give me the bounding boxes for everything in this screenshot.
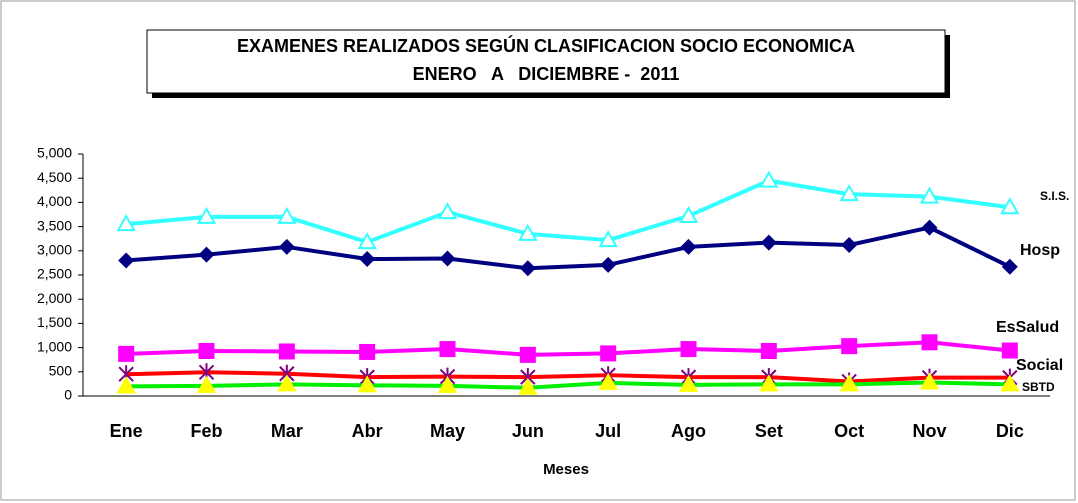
marker <box>278 343 295 360</box>
marker <box>357 375 377 393</box>
series-label: Social <box>1016 357 1063 374</box>
y-tick-label: 4,500 <box>37 169 72 185</box>
marker <box>759 374 779 392</box>
marker <box>359 343 376 360</box>
marker <box>1000 197 1020 215</box>
y-tick-label: 4,000 <box>37 193 72 209</box>
x-tick-label: Feb <box>190 421 222 441</box>
marker <box>680 341 697 358</box>
marker <box>437 375 458 393</box>
y-tick-label: 3,000 <box>37 242 72 258</box>
x-tick-label: Abr <box>352 421 383 441</box>
x-tick-label: Jun <box>512 421 544 441</box>
series-line <box>126 370 1010 384</box>
marker <box>1001 258 1018 275</box>
marker <box>518 377 538 395</box>
x-tick-label: Ene <box>110 421 143 441</box>
x-axis-label: Meses <box>543 461 589 478</box>
y-tick-label: 1,500 <box>37 314 72 330</box>
marker <box>600 256 617 273</box>
marker <box>198 246 215 263</box>
marker <box>518 223 538 241</box>
y-tick-label: 2,000 <box>37 290 72 306</box>
y-tick-label: 3,500 <box>37 217 72 233</box>
marker <box>680 238 697 255</box>
x-tick-label: Oct <box>834 421 864 441</box>
marker <box>116 214 136 232</box>
marker <box>198 342 215 359</box>
x-tick-label: Dic <box>996 421 1024 441</box>
marker <box>760 234 777 251</box>
y-tick-label: 5,000 <box>37 145 72 161</box>
marker <box>196 375 217 393</box>
series-line <box>126 225 1011 271</box>
marker <box>678 374 699 392</box>
series-label: SBTD <box>1022 380 1055 394</box>
marker <box>277 374 297 392</box>
marker <box>359 251 376 268</box>
x-tick-label: May <box>430 421 465 441</box>
y-tick-label: 2,500 <box>37 266 72 282</box>
series-line <box>126 380 1010 390</box>
marker <box>919 186 940 204</box>
marker <box>598 230 618 248</box>
marker <box>278 238 295 255</box>
marker <box>196 206 217 224</box>
y-tick-label: 0 <box>64 387 72 403</box>
marker <box>759 170 779 188</box>
chart-title: ENERO A DICIEMBRE - 2011 <box>413 64 680 84</box>
x-tick-label: Jul <box>595 421 621 441</box>
marker <box>1001 342 1018 359</box>
marker <box>357 232 377 250</box>
marker <box>760 342 777 359</box>
marker <box>439 250 456 267</box>
x-tick-label: Nov <box>912 421 946 441</box>
x-tick-label: Ago <box>671 421 706 441</box>
marker <box>839 374 859 392</box>
marker <box>841 338 858 355</box>
series-label: EsSalud <box>996 319 1059 336</box>
marker <box>118 345 135 362</box>
y-tick-label: 500 <box>49 363 73 379</box>
x-tick-label: Mar <box>271 421 303 441</box>
series-line <box>125 178 1011 245</box>
marker <box>919 372 940 390</box>
x-tick-label: Set <box>755 421 783 441</box>
series-label: Hosp <box>1020 242 1060 259</box>
marker <box>277 206 297 224</box>
chart-title: EXAMENES REALIZADOS SEGÚN CLASIFICACION … <box>237 35 855 56</box>
marker <box>519 260 536 277</box>
marker <box>841 236 858 253</box>
marker <box>839 184 859 202</box>
series-line <box>126 340 1011 357</box>
marker <box>678 205 699 223</box>
marker <box>437 202 458 220</box>
marker <box>439 341 456 358</box>
y-tick-label: 1,000 <box>37 338 72 354</box>
marker <box>116 376 136 394</box>
marker <box>519 346 536 363</box>
marker <box>921 219 938 236</box>
marker <box>598 372 618 390</box>
marker <box>118 252 135 269</box>
title-box <box>146 29 946 94</box>
series-label: S.I.S. <box>1040 189 1069 203</box>
marker <box>921 334 938 351</box>
marker <box>1000 374 1020 392</box>
marker <box>600 345 617 362</box>
